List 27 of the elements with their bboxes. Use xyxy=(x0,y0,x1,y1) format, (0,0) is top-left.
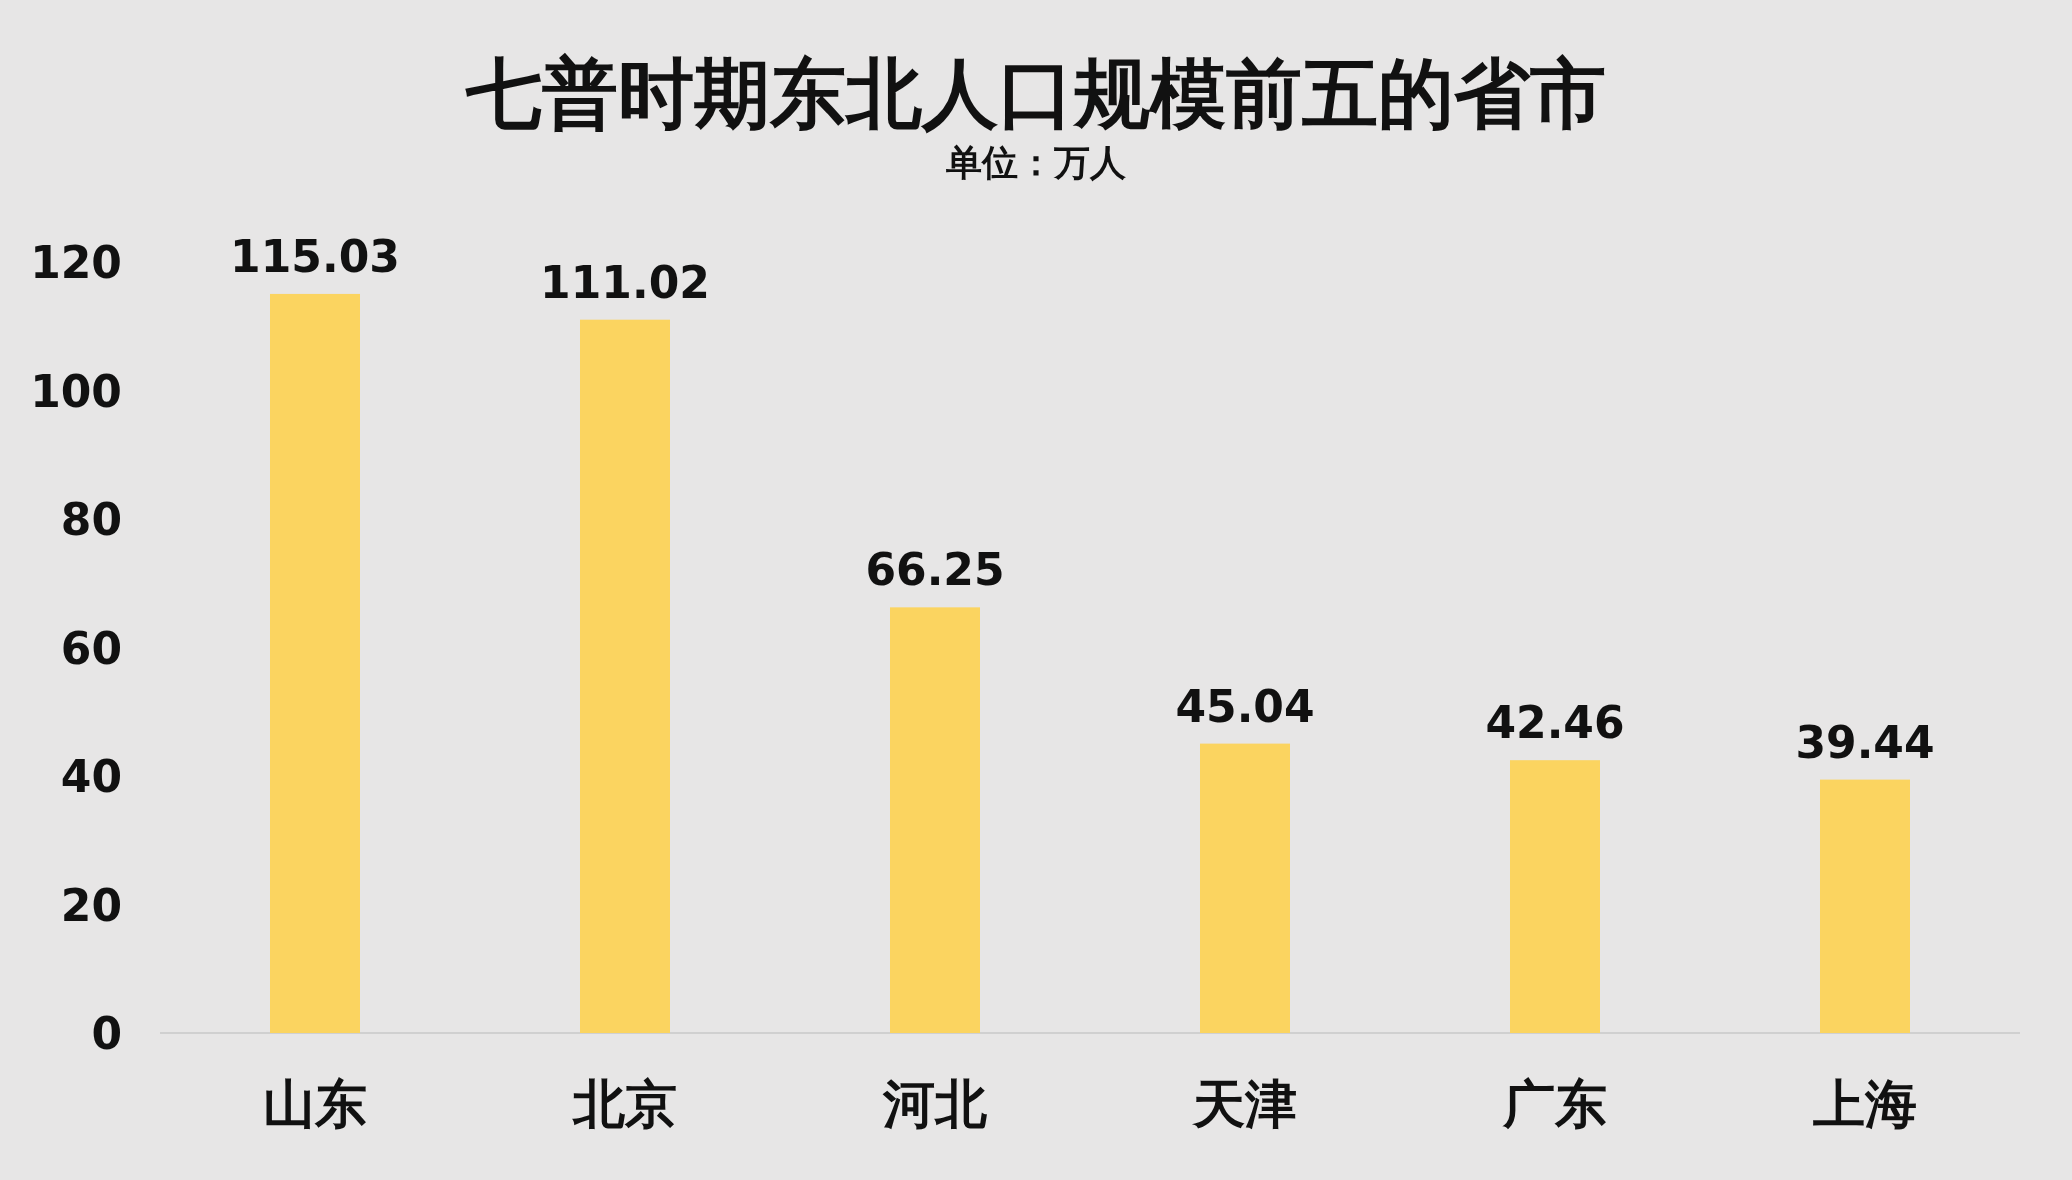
bar xyxy=(1200,743,1290,1033)
x-tick-label: 上海 xyxy=(1813,1074,1917,1134)
chart-subtitle: 单位：万人 xyxy=(945,142,1126,183)
bar xyxy=(1820,779,1910,1033)
data-label: 45.04 xyxy=(1175,680,1315,732)
y-tick-label: 100 xyxy=(30,365,122,417)
y-tick-label: 60 xyxy=(60,622,122,674)
y-tick-label: 80 xyxy=(60,494,122,545)
y-tick-label: 40 xyxy=(60,751,122,802)
y-tick-label: 120 xyxy=(30,237,122,288)
x-tick-label: 山东 xyxy=(263,1074,367,1134)
x-tick-label: 天津 xyxy=(1191,1074,1297,1134)
y-tick-label: 20 xyxy=(60,879,122,931)
data-label: 39.44 xyxy=(1795,716,1935,768)
bar xyxy=(890,607,980,1033)
bar xyxy=(270,293,360,1033)
x-tick-label: 广东 xyxy=(1502,1074,1607,1134)
x-tick-label: 北京 xyxy=(572,1074,677,1134)
x-tick-label: 河北 xyxy=(882,1074,987,1134)
bar xyxy=(580,319,670,1033)
data-label: 66.25 xyxy=(865,544,1005,596)
y-tick-label: 0 xyxy=(91,1008,122,1059)
chart-title: 七普时期东北人口规模前五的省市 xyxy=(465,49,1606,138)
data-label: 115.03 xyxy=(230,230,400,282)
bar xyxy=(1510,760,1600,1033)
data-label: 42.46 xyxy=(1485,697,1625,749)
data-label: 111.02 xyxy=(540,256,710,308)
